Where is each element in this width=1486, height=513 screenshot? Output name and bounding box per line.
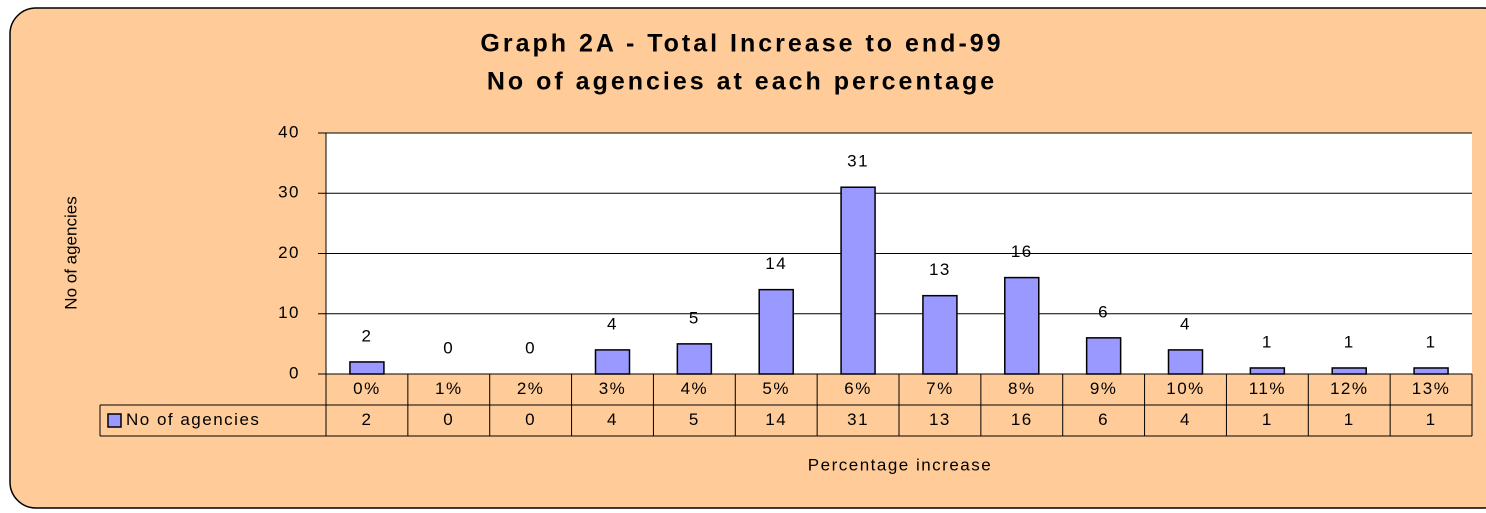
bar [676,343,713,375]
x-tick-label: 2% [517,379,545,398]
data-label: 0 [443,338,454,357]
bar [922,294,958,375]
x-axis-label: Percentage increase [808,455,992,474]
table-value: 1 [1344,410,1355,429]
data-label: 4 [607,314,618,333]
table-value: 4 [607,410,618,429]
data-label: 6 [1098,302,1109,321]
data-label: 1 [1262,332,1273,351]
x-tick-label: 10% [1166,379,1205,398]
data-label: 31 [847,152,869,171]
bar [1413,367,1449,375]
chart-title: Graph 2A - Total Increase to end-99 [480,30,1003,58]
x-tick-label: 4% [681,379,709,398]
data-label: 5 [689,308,700,327]
data-label: 4 [1180,314,1191,333]
data-label: 2 [361,326,372,345]
x-tick-label: 0% [353,379,381,398]
data-label: 16 [1011,242,1033,261]
table-value: 1 [1426,410,1437,429]
bar [840,186,876,375]
table-value: 1 [1262,410,1273,429]
y-axis-label: No of agencies [61,196,80,309]
data-label: 1 [1426,332,1437,351]
x-tick-label: 5% [762,379,790,398]
y-tick-label: 20 [278,243,300,262]
table-value: 4 [1180,410,1191,429]
y-tick-label: 40 [278,122,300,141]
bar [1249,367,1286,375]
x-tick-label: 9% [1090,379,1118,398]
data-label: 1 [1344,332,1355,351]
bar [758,288,794,375]
y-tick-label: 30 [278,183,300,202]
table-value: 13 [929,410,951,429]
table-value: 0 [525,410,536,429]
table-value: 31 [847,410,869,429]
table-value: 0 [443,410,454,429]
bar [1004,276,1040,375]
y-tick-label: 0 [289,363,300,382]
x-tick-label: 6% [844,379,872,398]
bar [1331,367,1367,375]
chart-subtitle: No of agencies at each percentage [487,68,997,96]
x-tick-label: 13% [1412,379,1451,398]
table-value: 14 [765,410,787,429]
x-tick-label: 12% [1330,379,1369,398]
x-tick-label: 1% [435,379,463,398]
data-label: 13 [929,260,951,279]
data-label: 14 [765,254,787,273]
bar [349,361,385,375]
bar [594,349,631,375]
legend-label: No of agencies [126,410,260,429]
table-value: 16 [1011,410,1033,429]
x-tick-label: 11% [1249,379,1286,398]
table-value: 2 [361,410,372,429]
table-value: 5 [689,410,700,429]
bar [1085,337,1122,375]
x-tick-label: 7% [926,379,954,398]
x-tick-label: 3% [599,379,627,398]
bar [1167,349,1204,375]
data-label: 0 [525,338,536,357]
x-tick-label: 8% [1008,379,1036,398]
legend-key [107,413,122,428]
y-tick-label: 10 [278,303,300,322]
table-value: 6 [1098,410,1109,429]
